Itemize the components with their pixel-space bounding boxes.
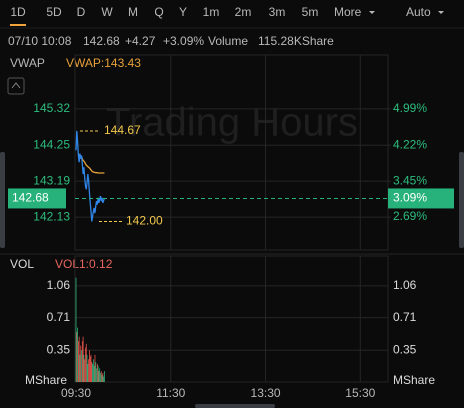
volume-bar: [101, 374, 103, 382]
volume-bar: [92, 359, 94, 382]
volume-bar: [87, 363, 89, 382]
volume-bar: [96, 368, 97, 382]
volume-unit-right: MShare: [393, 373, 435, 387]
timeframe-tab[interactable]: 3m: [269, 5, 286, 19]
collapse-icon: [11, 82, 21, 89]
right-handle[interactable]: [459, 152, 464, 248]
quote-volume-label: Volume: [208, 34, 248, 48]
timeframe-tab[interactable]: 2m: [235, 5, 252, 19]
volume-bar: [96, 363, 98, 382]
volume-bar: [97, 365, 99, 382]
scrollbar[interactable]: [195, 404, 275, 408]
y-tick-label: 145.32: [33, 101, 70, 115]
volume-bar: [104, 371, 105, 382]
mode-menu[interactable]: Auto: [406, 5, 431, 19]
volume-title: VOL: [10, 257, 34, 271]
x-tick-label: 15:30: [345, 386, 375, 400]
volume-indicator: VOL1:0.12: [55, 257, 113, 271]
volume-bar: [90, 354, 92, 382]
watermark: Trading Hours: [106, 101, 358, 145]
y2-tick-label: 4.99%: [393, 101, 427, 115]
volume-bar: [92, 363, 93, 382]
vol-tick-label: 0.71: [47, 310, 71, 324]
volume-bar: [89, 350, 90, 382]
timeframe-tab[interactable]: 1m: [203, 5, 220, 19]
x-tick-label: 11:30: [156, 386, 185, 400]
volume-bar: [103, 376, 105, 382]
y2-tick-label: 2.69%: [393, 209, 427, 223]
last-price-box: [8, 188, 66, 209]
quote-volume: 115.28KShare: [258, 34, 334, 48]
vol-tick-label-right: 1.06: [393, 278, 417, 292]
vol-tick-label: 0.35: [47, 342, 71, 356]
more-menu[interactable]: More: [334, 5, 362, 19]
volume-bar: [79, 354, 81, 382]
collapse-button[interactable]: [7, 77, 25, 95]
volume-bar: [100, 371, 102, 382]
volume-bar: [91, 362, 93, 382]
volume-bar: [83, 354, 85, 382]
last-pct-label: 3.09%: [393, 190, 427, 204]
plot-frame: [74, 54, 389, 251]
timeframe-tab[interactable]: 5D: [46, 5, 62, 19]
quote-change: +4.27: [125, 34, 156, 48]
volume-bar: [99, 368, 101, 382]
timeframe-tab[interactable]: Y: [179, 5, 187, 19]
volume-bar: [78, 336, 80, 382]
volume-bar: [75, 277, 77, 382]
volume-bar: [85, 343, 87, 382]
mode-caret: [438, 11, 444, 14]
volume-bar: [77, 327, 78, 382]
volume-bar: [81, 341, 83, 382]
volume-bar: [93, 365, 95, 382]
quote-datetime: 07/10 10:08: [8, 34, 72, 48]
vol-tick-label-right: 0.71: [393, 310, 417, 324]
y-tick-label: 144.25: [33, 137, 70, 151]
x-tick-label: 13:30: [251, 386, 281, 400]
more-caret: [369, 11, 375, 14]
volume-bar: [95, 362, 97, 382]
y2-tick-label: 4.22%: [393, 137, 427, 151]
volume-bar: [102, 372, 104, 382]
price-line: [77, 153, 105, 174]
timeframe-tab[interactable]: 1D: [10, 5, 26, 19]
volume-bar: [88, 359, 90, 382]
y-tick-label: 143.19: [33, 173, 70, 187]
high-label: 144.67: [104, 123, 141, 137]
volume-bar: [77, 341, 79, 382]
timeframe-tab[interactable]: W: [101, 5, 113, 19]
quote-price: 142.68: [83, 34, 120, 48]
volume-unit: MShare: [25, 373, 67, 387]
volume-bar: [94, 354, 96, 382]
volume-bar: [85, 347, 86, 382]
volume-bar: [76, 332, 78, 382]
volume-bar: [89, 356, 91, 382]
low-label: 142.00: [126, 214, 163, 228]
timeframe-tab[interactable]: M: [128, 5, 138, 19]
quote-change-pct: +3.09%: [163, 34, 204, 48]
volume-bar: [82, 336, 84, 382]
price-line: [75, 130, 106, 222]
volume-frame: [74, 255, 389, 383]
timeframe-tab[interactable]: Q: [154, 5, 163, 19]
y2-tick-label: 3.45%: [393, 173, 427, 187]
volume-bar: [86, 354, 88, 382]
timeframe-tab[interactable]: D: [77, 5, 86, 19]
volume-bar: [84, 359, 86, 382]
y-tick-label: 142.13: [33, 209, 70, 223]
volume-bar: [98, 371, 100, 382]
indicator-value: VWAP:143.43: [66, 56, 141, 70]
left-handle[interactable]: [0, 152, 5, 248]
vol-tick-label-right: 0.35: [393, 342, 417, 356]
vol-tick-label: 1.06: [47, 278, 71, 292]
volume-bar: [100, 372, 101, 382]
indicator-name: VWAP: [10, 56, 45, 70]
x-tick-label: 09:30: [61, 386, 91, 400]
last-pct-box: [388, 188, 454, 209]
last-price-label: 142.68: [12, 191, 49, 205]
volume-bar: [81, 350, 82, 382]
volume-bar: [80, 345, 82, 382]
timeframe-tab[interactable]: 5m: [302, 5, 319, 19]
